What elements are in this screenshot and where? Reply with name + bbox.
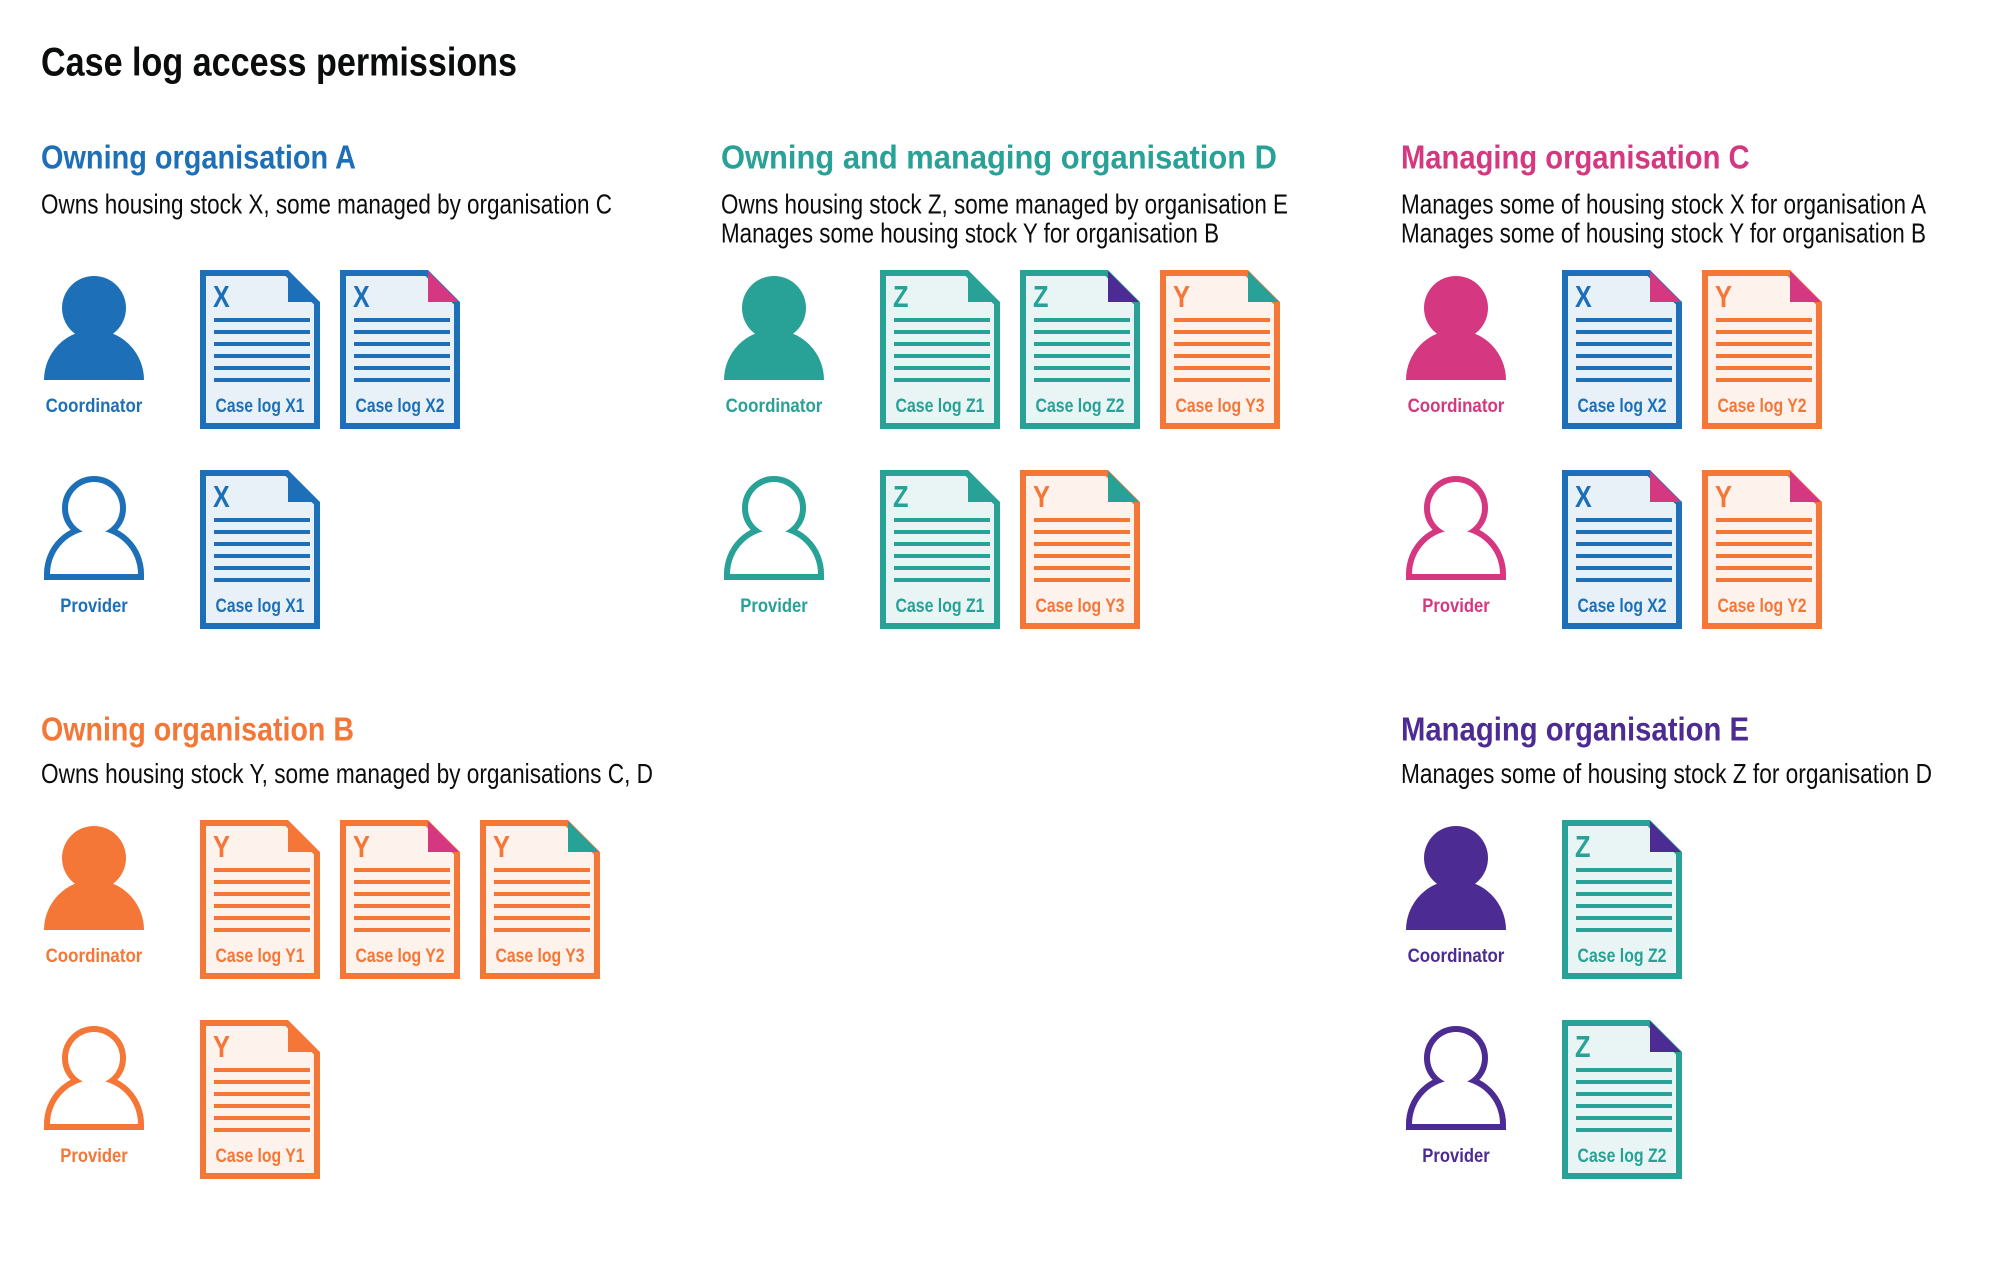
svg-text:X: X	[213, 279, 230, 314]
svg-text:Y: Y	[1033, 479, 1050, 514]
svg-text:Case log Y2: Case log Y2	[1718, 395, 1807, 417]
svg-text:Y: Y	[353, 829, 370, 864]
svg-text:Case log Z2: Case log Z2	[1578, 1145, 1667, 1167]
svg-text:Case log Y1: Case log Y1	[216, 945, 305, 967]
svg-text:Provider: Provider	[1422, 1145, 1490, 1167]
svg-text:Coordinator: Coordinator	[1408, 395, 1505, 417]
svg-text:Manages some of housing stock: Manages some of housing stock Y for orga…	[1401, 218, 1926, 249]
svg-text:Case log X2: Case log X2	[356, 395, 445, 417]
svg-text:Y: Y	[1173, 279, 1190, 314]
svg-text:Y: Y	[493, 829, 510, 864]
svg-text:Case log Y3: Case log Y3	[496, 945, 585, 967]
svg-text:Manages some housing stock Y f: Manages some housing stock Y for organis…	[721, 218, 1219, 249]
svg-text:Coordinator: Coordinator	[726, 395, 823, 417]
svg-text:Case log Z1: Case log Z1	[896, 595, 985, 617]
svg-text:Managing organisation C: Managing organisation C	[1401, 139, 1750, 176]
svg-text:X: X	[1575, 279, 1592, 314]
svg-text:Coordinator: Coordinator	[46, 945, 143, 967]
svg-text:Case log Z2: Case log Z2	[1578, 945, 1667, 967]
svg-text:Case log X2: Case log X2	[1578, 595, 1667, 617]
svg-text:Owns housing stock Y, some man: Owns housing stock Y, some managed by or…	[41, 758, 653, 789]
svg-text:Provider: Provider	[60, 1145, 128, 1167]
svg-text:Owning organisation B: Owning organisation B	[41, 711, 354, 748]
svg-text:Case log Z2: Case log Z2	[1036, 395, 1125, 417]
svg-text:Owning and managing organisati: Owning and managing organisation D	[721, 139, 1277, 176]
svg-text:Case log Y3: Case log Y3	[1176, 395, 1265, 417]
svg-text:Z: Z	[1575, 1029, 1591, 1064]
svg-text:Z: Z	[1575, 829, 1591, 864]
svg-text:Case log access permissions: Case log access permissions	[41, 41, 517, 85]
svg-text:Case log Y3: Case log Y3	[1036, 595, 1125, 617]
svg-text:Owns housing stock Z, some man: Owns housing stock Z, some managed by or…	[721, 189, 1288, 220]
svg-text:Case log X1: Case log X1	[216, 395, 305, 417]
svg-text:Case log X2: Case log X2	[1578, 395, 1667, 417]
svg-text:X: X	[353, 279, 370, 314]
svg-text:Coordinator: Coordinator	[46, 395, 143, 417]
svg-text:Provider: Provider	[60, 595, 128, 617]
svg-text:X: X	[213, 479, 230, 514]
svg-text:Case log Y2: Case log Y2	[356, 945, 445, 967]
svg-text:Managing organisation E: Managing organisation E	[1401, 711, 1749, 748]
svg-text:Z: Z	[893, 279, 909, 314]
svg-text:Owns housing stock X, some man: Owns housing stock X, some managed by or…	[41, 189, 612, 220]
svg-text:Coordinator: Coordinator	[1408, 945, 1505, 967]
svg-text:Case log X1: Case log X1	[216, 595, 305, 617]
svg-text:Owning organisation A: Owning organisation A	[41, 139, 356, 176]
svg-text:Z: Z	[893, 479, 909, 514]
svg-text:Z: Z	[1033, 279, 1049, 314]
svg-text:Y: Y	[213, 829, 230, 864]
svg-text:Y: Y	[213, 1029, 230, 1064]
svg-text:Manages some of housing stock: Manages some of housing stock Z for orga…	[1401, 758, 1932, 789]
svg-text:Provider: Provider	[1422, 595, 1490, 617]
svg-text:Y: Y	[1715, 279, 1732, 314]
svg-text:Manages some of housing stock: Manages some of housing stock X for orga…	[1401, 189, 1926, 220]
svg-text:X: X	[1575, 479, 1592, 514]
svg-text:Case log Y1: Case log Y1	[216, 1145, 305, 1167]
svg-text:Y: Y	[1715, 479, 1732, 514]
svg-text:Case log Z1: Case log Z1	[896, 395, 985, 417]
svg-text:Case log Y2: Case log Y2	[1718, 595, 1807, 617]
svg-text:Provider: Provider	[740, 595, 808, 617]
